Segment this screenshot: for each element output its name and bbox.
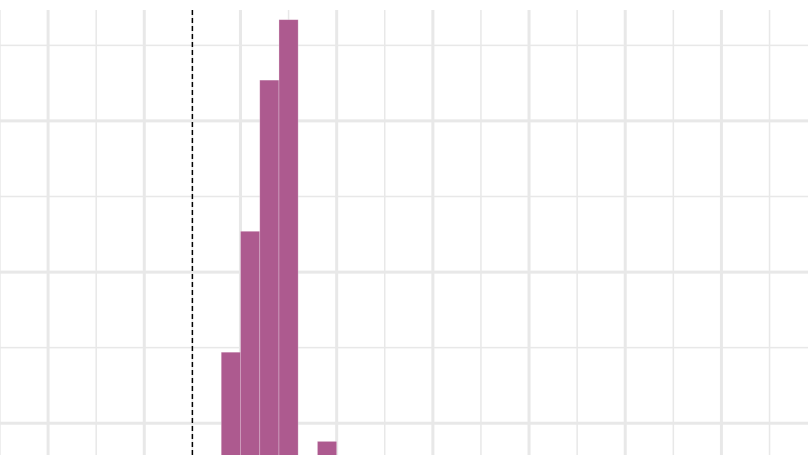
histogram-bar-0 [220,351,241,455]
grid-layer [0,10,808,455]
histogram-bar-2 [259,79,280,455]
histogram-bar-4 [317,440,338,455]
bars-layer [220,19,338,455]
histogram-bar-1 [240,230,261,455]
histogram-bar-3 [278,19,299,455]
